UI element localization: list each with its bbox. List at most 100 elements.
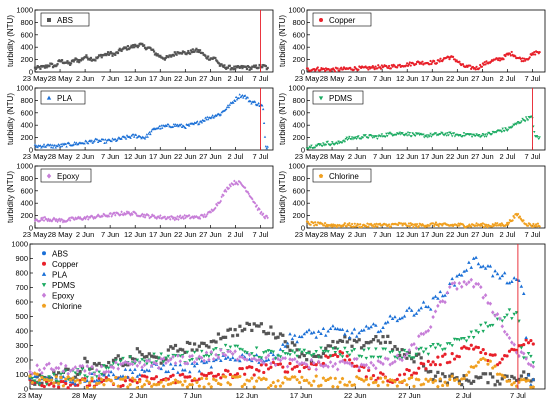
data-point <box>135 347 139 351</box>
data-point <box>285 377 290 381</box>
data-point <box>369 355 373 359</box>
y-tick-label: 600 <box>292 30 305 39</box>
data-point <box>221 193 224 197</box>
data-point <box>71 380 75 384</box>
x-tick-label: 2 Jun <box>348 74 366 83</box>
data-point <box>110 214 113 218</box>
data-point <box>523 57 526 60</box>
data-point <box>75 217 78 221</box>
data-point <box>273 363 278 368</box>
data-point <box>91 215 94 219</box>
data-point <box>197 215 201 219</box>
data-point <box>393 359 397 364</box>
data-point <box>278 355 283 359</box>
x-tick-label: 7 Jul <box>510 391 526 400</box>
data-point <box>323 69 327 72</box>
data-point <box>312 379 316 383</box>
data-point <box>150 130 153 133</box>
data-point <box>281 333 285 337</box>
data-point <box>271 332 275 336</box>
data-point <box>188 124 191 127</box>
data-point <box>331 141 334 144</box>
data-point <box>42 65 46 68</box>
data-point <box>333 350 338 355</box>
data-point <box>111 213 114 216</box>
data-point <box>135 358 140 362</box>
data-point <box>209 340 213 344</box>
data-point <box>83 368 87 374</box>
data-point <box>322 142 325 145</box>
data-point <box>97 214 101 218</box>
data-point <box>86 214 89 218</box>
data-point <box>188 341 192 346</box>
data-point <box>105 215 109 218</box>
data-point <box>360 225 364 228</box>
data-point <box>344 137 347 141</box>
data-point <box>212 374 216 378</box>
data-point <box>357 338 361 342</box>
y-tick-label: 800 <box>292 18 305 27</box>
data-point <box>340 66 343 69</box>
data-point <box>331 347 335 351</box>
data-point <box>426 305 431 309</box>
data-point <box>297 348 302 352</box>
data-point <box>85 54 88 57</box>
data-point <box>281 356 285 361</box>
data-point <box>393 355 397 359</box>
data-point <box>295 348 299 352</box>
data-point <box>505 332 509 337</box>
data-point <box>244 189 248 193</box>
x-tick-label: 7 Jun <box>101 74 119 83</box>
data-point <box>166 348 170 352</box>
data-point <box>370 66 374 69</box>
data-point <box>426 352 431 356</box>
data-point <box>400 358 404 363</box>
data-point <box>59 142 63 146</box>
data-point <box>95 368 99 373</box>
data-point <box>408 132 412 135</box>
data-point <box>228 183 232 187</box>
data-point <box>288 353 292 357</box>
data-point <box>417 132 421 135</box>
data-point <box>190 361 194 365</box>
data-point <box>173 51 176 54</box>
data-point <box>417 347 421 352</box>
data-point <box>512 276 516 280</box>
data-point <box>450 344 454 348</box>
data-point <box>307 351 311 356</box>
data-point <box>421 362 426 366</box>
data-point <box>28 374 32 378</box>
data-point <box>266 367 271 371</box>
data-point <box>302 348 307 353</box>
data-point <box>203 213 206 216</box>
legend-label: Copper <box>52 260 79 269</box>
data-point <box>40 370 44 376</box>
data-point <box>354 136 357 139</box>
data-point <box>488 264 493 268</box>
data-point <box>132 135 136 138</box>
data-point <box>467 260 471 264</box>
data-point <box>538 136 541 139</box>
data-point <box>120 210 123 214</box>
data-point <box>118 359 123 364</box>
data-point <box>59 372 63 376</box>
data-point <box>374 323 378 327</box>
data-point <box>73 375 77 379</box>
data-point <box>230 101 233 105</box>
x-tick-label: 28 May <box>320 230 345 239</box>
data-point <box>190 357 194 362</box>
data-point <box>125 48 129 51</box>
data-point <box>102 382 106 387</box>
data-point <box>472 379 476 384</box>
x-tick-label: 2 Jul <box>499 230 515 239</box>
data-point <box>140 374 144 378</box>
data-point <box>171 373 175 377</box>
data-point <box>383 321 388 325</box>
data-point <box>172 54 175 57</box>
data-point <box>197 122 201 125</box>
data-point <box>188 375 192 379</box>
data-point <box>369 340 373 344</box>
data-point <box>47 361 51 366</box>
